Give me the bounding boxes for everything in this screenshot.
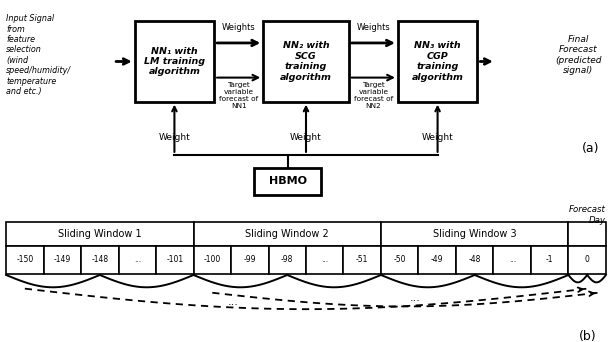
Bar — [381, 246, 419, 274]
Bar — [135, 21, 214, 102]
Bar — [254, 168, 321, 195]
Text: -49: -49 — [431, 255, 444, 264]
Text: Sliding Window 2: Sliding Window 2 — [245, 229, 329, 239]
Bar — [119, 246, 156, 274]
Text: Target
variable
forecast of
NN1: Target variable forecast of NN1 — [219, 82, 258, 109]
Text: -1: -1 — [546, 255, 553, 264]
Bar — [456, 246, 493, 274]
Text: Weight: Weight — [422, 132, 453, 142]
Bar — [6, 222, 193, 246]
Text: -99: -99 — [244, 255, 256, 264]
Text: -48: -48 — [469, 255, 481, 264]
Text: Sliding Window 3: Sliding Window 3 — [433, 229, 517, 239]
Bar — [569, 246, 606, 274]
Bar — [193, 222, 381, 246]
Bar — [419, 246, 456, 274]
Text: ...: ... — [409, 293, 420, 303]
Bar — [398, 21, 477, 102]
Text: ...: ... — [228, 297, 239, 307]
Text: Final
Forecast
(predicted
signal): Final Forecast (predicted signal) — [555, 35, 602, 75]
Text: 0: 0 — [584, 255, 589, 264]
Bar — [493, 246, 531, 274]
Text: Input Signal
from
feature
selection
(wind
speed/humidity/
temperature
and etc.): Input Signal from feature selection (win… — [6, 14, 71, 96]
Bar — [231, 246, 269, 274]
Text: -98: -98 — [281, 255, 293, 264]
Text: Weight: Weight — [159, 132, 190, 142]
Text: NN₂ with
SCG
training
algorithm: NN₂ with SCG training algorithm — [280, 41, 332, 82]
Bar — [269, 246, 306, 274]
Text: -50: -50 — [394, 255, 406, 264]
Bar — [569, 222, 606, 246]
Text: -148: -148 — [91, 255, 108, 264]
Bar — [156, 246, 193, 274]
Text: -51: -51 — [356, 255, 368, 264]
Text: (a): (a) — [582, 142, 599, 155]
Text: ...: ... — [509, 255, 516, 264]
Text: -149: -149 — [54, 255, 71, 264]
Bar — [193, 246, 231, 274]
Bar — [263, 21, 349, 102]
Bar — [6, 246, 43, 274]
Text: Target
variable
forecast of
NN2: Target variable forecast of NN2 — [354, 82, 393, 109]
Text: NN₁ with
LM training
algorithm: NN₁ with LM training algorithm — [144, 47, 205, 76]
Text: ...: ... — [321, 255, 328, 264]
Text: Weight: Weight — [290, 132, 322, 142]
Text: -100: -100 — [204, 255, 221, 264]
Text: NN₃ with
CGP
training
algorithm: NN₃ with CGP training algorithm — [412, 41, 463, 82]
Text: -101: -101 — [166, 255, 184, 264]
Text: Forecast
Day: Forecast Day — [569, 205, 606, 225]
Text: (b): (b) — [579, 330, 597, 342]
Text: Weights: Weights — [222, 23, 256, 32]
Bar — [43, 246, 81, 274]
Text: HBMO: HBMO — [269, 176, 307, 186]
Text: Sliding Window 1: Sliding Window 1 — [58, 229, 141, 239]
Text: ...: ... — [134, 255, 141, 264]
Bar — [531, 246, 569, 274]
Text: -150: -150 — [16, 255, 34, 264]
Bar — [81, 246, 119, 274]
Bar — [306, 246, 343, 274]
Bar — [343, 246, 381, 274]
Text: Weights: Weights — [356, 23, 390, 32]
Bar — [381, 222, 569, 246]
